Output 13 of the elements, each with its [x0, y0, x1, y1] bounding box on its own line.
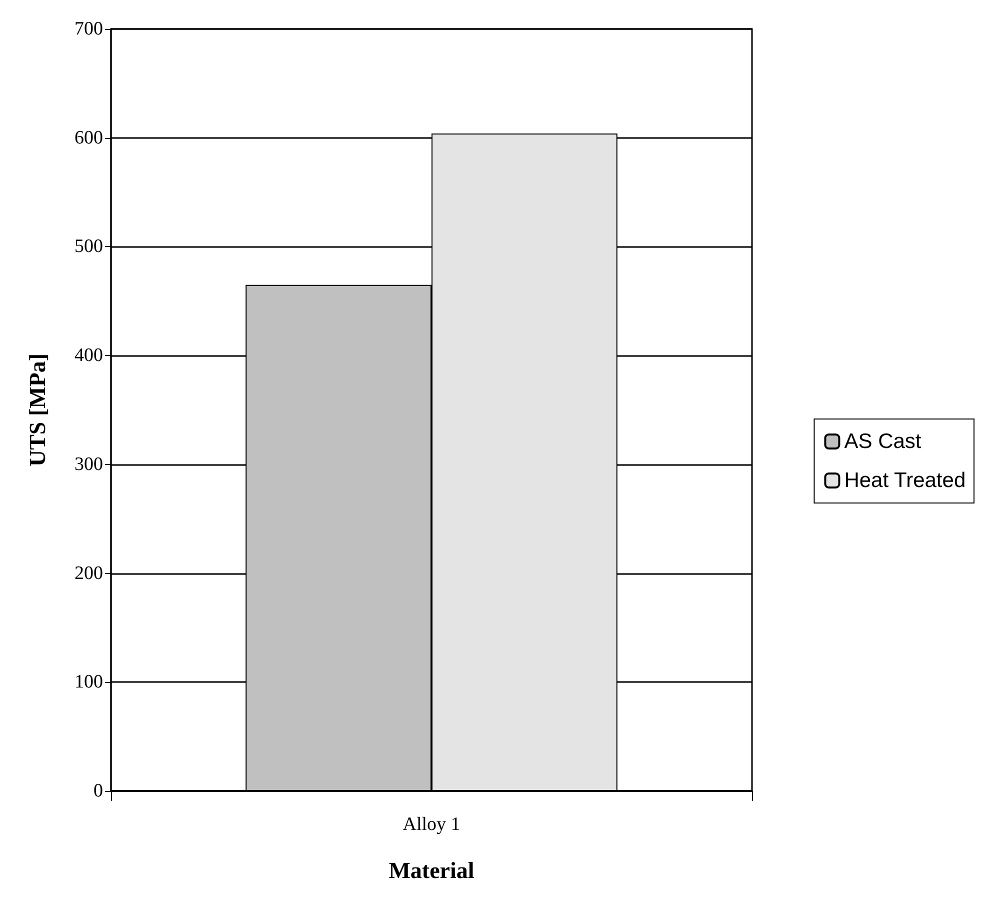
- y-tick-label: 300: [74, 454, 103, 475]
- y-tick-label: 700: [74, 18, 103, 40]
- y-axis-title: UTS [MPa]: [25, 353, 50, 467]
- y-tick-label: 200: [74, 562, 103, 584]
- x-tick-label: Alloy 1: [402, 814, 460, 835]
- y-tick-label: 600: [74, 127, 103, 148]
- y-tick-label: 100: [74, 672, 103, 693]
- y-tick-label: 400: [74, 345, 103, 366]
- legend-label: Heat Treated: [844, 469, 966, 492]
- y-tick-label: 500: [74, 236, 103, 258]
- y-tick-label: 0: [94, 780, 103, 802]
- legend-label: AS Cast: [844, 430, 922, 453]
- x-axis-title: Material: [388, 858, 474, 883]
